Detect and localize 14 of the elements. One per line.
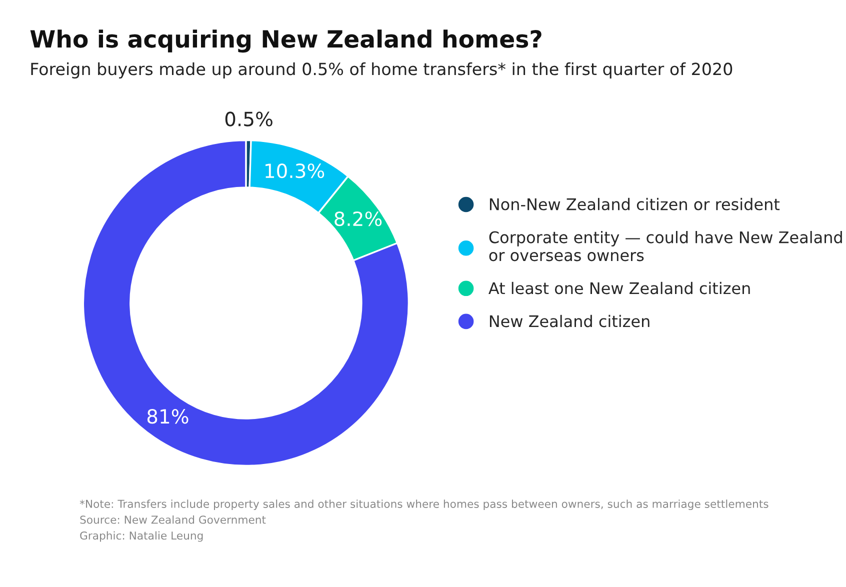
source-note: Source: New Zealand Government (80, 515, 266, 524)
data-label: 0.5% (225, 112, 272, 126)
data-label: 10.3% (266, 163, 324, 178)
chart-subtitle: Foreign buyers made up around 0.5% of home transfers* in the first quarter of 2020 (31, 62, 732, 79)
data-label: 8.2% (334, 211, 382, 226)
chart-title: Who is acquiring New Zealand homes? (30, 30, 542, 53)
legend-label: Non-New Zealand citizen or resident (490, 198, 780, 210)
legend-label: At least one New Zealand citizen (488, 282, 750, 294)
legend-label: New Zealand citizen (490, 314, 650, 328)
legend-label: Corporate entity — could have New Zealand or overseas owners (489, 230, 842, 262)
text: *Note: Transfers include property sales and other situations where homes pass between owners, such as marriage settlements (80, 500, 768, 510)
text: Graphic: Natalie Leung (80, 531, 203, 542)
data-label: 81% (147, 409, 188, 424)
donut-slice (82, 139, 410, 467)
